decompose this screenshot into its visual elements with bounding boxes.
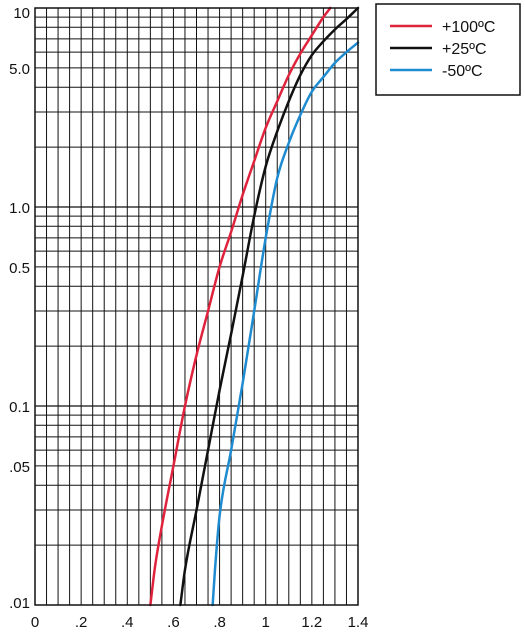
series-lines	[149, 6, 360, 607]
legend-label: -50ºC	[442, 63, 483, 80]
tick-labels: 0 .2 .4 .6 .8 1 1.2 1.4 10 5.0 1.0 0.5 0.1 .05 .01	[9, 5, 368, 631]
y-tick-label: 0.5	[9, 260, 30, 277]
plot-frame	[34, 7, 359, 606]
x-tick-label: 1.2	[301, 614, 322, 631]
x-tick-label: .4	[121, 614, 134, 631]
legend-box	[375, 3, 521, 96]
y-tick-label: .05	[9, 459, 30, 476]
series-line-0	[149, 6, 332, 607]
x-tick-label: 1.4	[348, 614, 369, 631]
y-tick-label: 5.0	[9, 61, 30, 78]
y-tick-label: 1.0	[9, 200, 30, 217]
y-tick-label: 0.1	[9, 399, 30, 416]
legend-label: +25ºC	[442, 41, 487, 58]
y-tick-label: 10	[13, 5, 30, 22]
x-tick-label: 0	[31, 614, 39, 631]
legend-label: +100ºC	[442, 19, 495, 36]
x-tick-label: .2	[75, 614, 88, 631]
x-tick-label: .6	[167, 614, 180, 631]
legend: +100ºC +25ºC -50ºC	[375, 3, 521, 96]
series-line-1	[179, 6, 360, 607]
x-tick-label: .8	[213, 614, 226, 631]
y-tick-label: .01	[9, 595, 30, 612]
x-tick-label: 1	[262, 614, 270, 631]
series-line-2	[211, 41, 360, 607]
